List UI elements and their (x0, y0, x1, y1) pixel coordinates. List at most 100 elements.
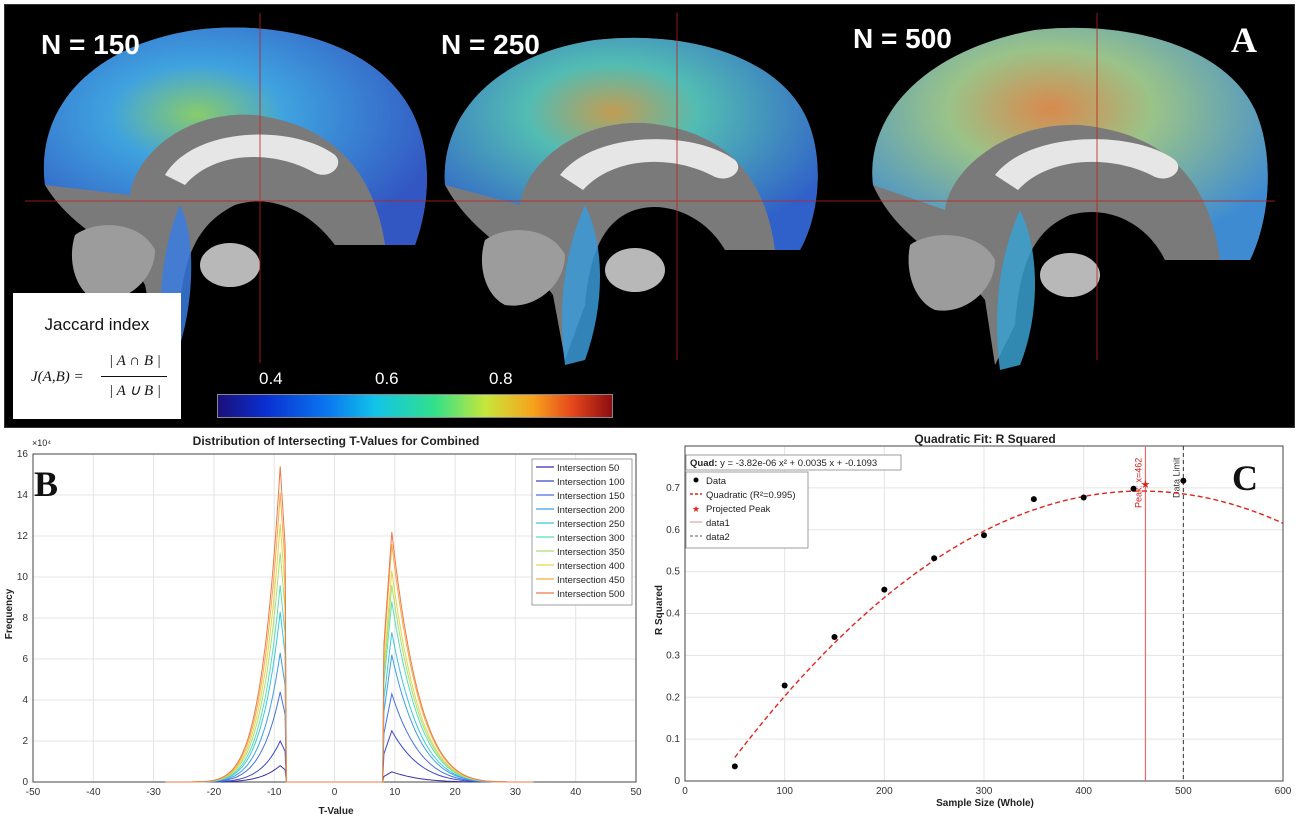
chart-b-legend-label: Intersection 100 (557, 477, 625, 488)
chart-c-data-point (1030, 496, 1037, 503)
chart-b-legend (531, 458, 633, 606)
brain-label-150: N = 150 (41, 29, 140, 60)
chart-c-equation: Quad: y = -3.82e-06 x² + 0.0035 x + -0.1… (690, 458, 877, 469)
chart-c-ytick-label: 0.3 (666, 650, 680, 661)
chart-c-xtick-label: 100 (776, 786, 793, 797)
chart-c-data-point (1180, 477, 1187, 484)
brain-slice-150 (43, 27, 427, 355)
chart-b-xtick-label: -20 (207, 787, 222, 798)
chart-c-data-point (931, 555, 938, 562)
chart-c-data-point (831, 633, 838, 640)
chart-c-data-point (1080, 494, 1087, 501)
colorbar-tick: 0.8 (489, 369, 513, 388)
chart-b-legend-label: Intersection 500 (557, 589, 625, 600)
chart-c-data-point (881, 586, 888, 593)
chart-b-legend-label: Intersection 450 (557, 575, 625, 586)
chart-b-legend-label: Intersection 150 (557, 491, 625, 502)
chart-c-legend-label: data1 (706, 518, 730, 529)
chart-b-ylabel: Frequency (4, 588, 15, 639)
chart-b-legend-label: Intersection 50 (557, 463, 619, 474)
chart-b-xtick-label: 10 (389, 787, 401, 798)
chart-c-axes-box (684, 445, 1284, 782)
chart-c-plot-area: 0 100 200 300 400 500 600 0 0.1 0.2 0.3 0.4 0.5 0.6 0.… (666, 445, 1292, 797)
chart-b-xlabel: T-Value (318, 806, 353, 817)
chart-c-data-point (731, 763, 738, 770)
brain-slice-500 (872, 27, 1268, 370)
chart-b-ytick-label: 8 (22, 613, 28, 624)
chart-c-ytick-label: 0.1 (666, 734, 680, 745)
jaccard-formula-box: Jaccard index J(A,B) = | A ∩ B | | A ∪ B… (13, 293, 181, 419)
brain-images (25, 13, 1275, 370)
chart-c-xtick-label: 400 (1075, 786, 1092, 797)
chart-b-plot-area: -50 -40 -30 -20 -10 0 10 20 30 40 50 0 2 4 6 8 10 12 14 16 I… (17, 449, 642, 798)
chart-c-xtick-label: 200 (876, 786, 893, 797)
chart-c-xtick-label: 0 (682, 786, 688, 797)
chart-c-data-point (981, 532, 987, 539)
chart-b-ytick-label: 10 (17, 572, 29, 583)
chart-b-title: Distribution of Intersecting T-Values fo… (193, 434, 480, 448)
panel-letter-b: B (34, 464, 58, 504)
brain-label-250: N = 250 (441, 29, 540, 60)
chart-b-ytick-label: 6 (22, 654, 28, 665)
chart-c-title: Quadratic Fit: R Squared (914, 432, 1055, 446)
chart-c-fit-curve (734, 490, 1284, 758)
chart-b-ytick-label: 14 (17, 490, 29, 501)
chart-c-ytick-label: 0.2 (666, 692, 680, 703)
chart-c-xtick-label: 300 (976, 786, 993, 797)
jaccard-title: Jaccard index (44, 315, 150, 334)
chart-c-xlabel: Sample Size (Whole) (936, 798, 1034, 809)
chart-c-legend-label: Projected Peak (706, 504, 771, 515)
colorbar-tick: 0.4 (259, 369, 283, 388)
chart-b-ytick-label: 0 (22, 777, 28, 788)
chart-b-xtick-label: -30 (146, 787, 161, 798)
chart-c-equation-prefix: Quad: (690, 458, 717, 469)
t-value-distribution-chart: Distribution of Intersecting T-Values fo… (4, 434, 642, 817)
colorbar-tick: 0.6 (375, 369, 399, 388)
chart-b-xtick-label: 20 (450, 787, 462, 798)
chart-c-legend-swatch: ★ (692, 504, 700, 514)
chart-b-legend-label: Intersection 200 (557, 505, 625, 516)
chart-b-ytick-label: 4 (22, 695, 28, 706)
chart-b-legend-label: Intersection 250 (557, 519, 625, 530)
chart-c-data-point (781, 682, 788, 689)
jaccard-fraction-bar (101, 376, 167, 377)
chart-c-xtick-label: 500 (1175, 786, 1192, 797)
jaccard-lhs: J(A,B) = (31, 369, 84, 385)
panel-letter-c: C (1232, 458, 1258, 498)
chart-c-equation-box (685, 454, 902, 471)
chart-b-xtick-label: -50 (26, 787, 41, 798)
chart-b-xtick-label: 40 (570, 787, 582, 798)
chart-c-ytick-label: 0.4 (666, 609, 680, 620)
quadratic-fit-chart: Quadratic Fit: R Squared Sample Size (Wh… (654, 432, 1292, 809)
chart-b-y-exponent: ×10⁴ (32, 438, 51, 448)
chart-c-data-point (1130, 485, 1137, 492)
chart-c-ytick-label: 0.5 (666, 567, 680, 578)
jaccard-denominator: | A ∪ B | (109, 383, 162, 399)
chart-c-ylabel: R Squared (654, 585, 665, 635)
chart-c-ytick-label: 0.6 (666, 525, 680, 536)
crosshair-lines (25, 13, 1275, 363)
chart-b-xtick-label: 50 (630, 787, 642, 798)
brain-panel-a: N = 150 N = 250 N = 500 A Jaccard index … (4, 4, 1295, 428)
chart-c-legend-label: Data (706, 476, 727, 487)
chart-c-legend (685, 471, 809, 549)
chart-b-ytick-label: 2 (22, 736, 28, 747)
chart-b-legend-label: Intersection 350 (557, 547, 625, 558)
brain-slice-250 (444, 37, 818, 365)
jaccard-numerator: | A ∩ B | (109, 353, 161, 369)
chart-c-peak-label: Peak: x=462 (1133, 458, 1143, 508)
chart-b-xtick-label: -10 (267, 787, 282, 798)
chart-b-xtick-label: 0 (332, 787, 338, 798)
chart-b-ytick-label: 16 (17, 449, 29, 460)
chart-b-series-line (165, 466, 534, 783)
chart-b-xtick-label: -40 (86, 787, 101, 798)
chart-c-legend-label: Quadratic (R²=0.995) (706, 490, 796, 501)
chart-c-equation-text: y = -3.82e-06 x² + 0.0035 x + -0.1093 (717, 458, 877, 469)
brain-label-500: N = 500 (853, 23, 952, 54)
chart-c-projected-peak: ★ (1141, 479, 1151, 491)
chart-c-ytick-label: 0.7 (666, 483, 680, 494)
chart-b-legend-label: Intersection 400 (557, 561, 625, 572)
chart-b-xtick-label: 30 (510, 787, 522, 798)
chart-c-xtick-label: 600 (1275, 786, 1292, 797)
chart-c-legend-label: data2 (706, 532, 730, 543)
